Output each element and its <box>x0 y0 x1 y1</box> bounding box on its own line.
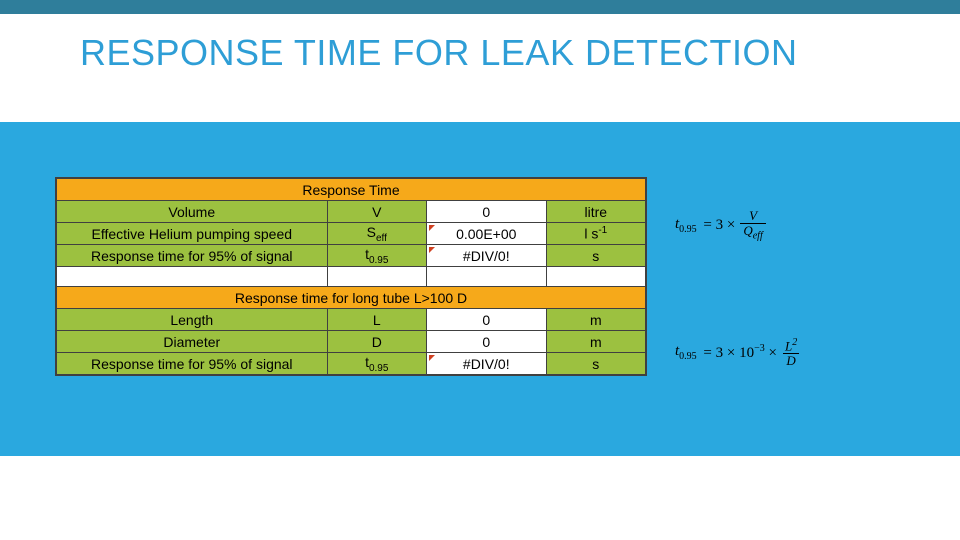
numerator: L2 <box>782 338 800 353</box>
cell-label: Diameter <box>57 331 328 353</box>
table-row: Response time for 95% of signal t0.95 #D… <box>57 245 646 267</box>
cell-unit: l s-1 <box>546 223 645 245</box>
cell-label: Response time for 95% of signal <box>57 353 328 375</box>
error-tick-icon <box>429 225 435 231</box>
cell-symbol: Seff <box>327 223 426 245</box>
table-row: Effective Helium pumping speed Seff 0.00… <box>57 223 646 245</box>
spacer-row <box>57 267 646 287</box>
formulas-column: t0.95 = 3 × V Qeff t0.95 = 3 × 10−3 × L2… <box>675 177 802 367</box>
cell-label: Effective Helium pumping speed <box>57 223 328 245</box>
denominator: D <box>783 353 798 368</box>
fraction: V Qeff <box>740 209 765 242</box>
table1-header-row: Response Time <box>57 179 646 201</box>
header: RESPONSE TIME FOR LEAK DETECTION <box>0 14 960 122</box>
formula-lhs: t0.95 <box>675 343 697 362</box>
cell-value: 0.00E+00 <box>426 223 546 245</box>
cell-value: #DIV/0! <box>426 245 546 267</box>
table1-header: Response Time <box>57 179 646 201</box>
cell-value: 0 <box>426 309 546 331</box>
table-row: Response time for 95% of signal t0.95 #D… <box>57 353 646 375</box>
table2-header-row: Response time for long tube L>100 D <box>57 287 646 309</box>
table2-header: Response time for long tube L>100 D <box>57 287 646 309</box>
tables-container: Response Time Volume V 0 litre Effective… <box>55 177 647 376</box>
cell-label: Response time for 95% of signal <box>57 245 328 267</box>
error-tick-icon <box>429 247 435 253</box>
cell-value: 0 <box>426 331 546 353</box>
cell-symbol: D <box>327 331 426 353</box>
cell-unit: m <box>546 331 645 353</box>
cell-label: Volume <box>57 201 328 223</box>
denominator: Qeff <box>740 223 765 242</box>
cell-symbol: t0.95 <box>327 245 426 267</box>
table-row: Diameter D 0 m <box>57 331 646 353</box>
cell-label: Length <box>57 309 328 331</box>
cell-unit: s <box>546 245 645 267</box>
error-tick-icon <box>429 355 435 361</box>
formula-eq: = 3 × 10−3 × <box>700 343 777 362</box>
cell-symbol: V <box>327 201 426 223</box>
cell-unit: litre <box>546 201 645 223</box>
page-title: RESPONSE TIME FOR LEAK DETECTION <box>80 32 960 74</box>
formula-1: t0.95 = 3 × V Qeff <box>675 209 802 242</box>
cell-unit: s <box>546 353 645 375</box>
response-time-table: Response Time Volume V 0 litre Effective… <box>56 178 646 375</box>
fraction: L2 D <box>782 338 800 368</box>
cell-symbol: t0.95 <box>327 353 426 375</box>
cell-unit: m <box>546 309 645 331</box>
formula-2: t0.95 = 3 × 10−3 × L2 D <box>675 338 802 368</box>
table-row: Volume V 0 litre <box>57 201 646 223</box>
cell-value: 0 <box>426 201 546 223</box>
cell-value: #DIV/0! <box>426 353 546 375</box>
formula-eq: = 3 × <box>700 217 736 234</box>
content-block: Response Time Volume V 0 litre Effective… <box>0 122 960 456</box>
top-accent-bar <box>0 0 960 14</box>
numerator: V <box>746 209 760 223</box>
table-row: Length L 0 m <box>57 309 646 331</box>
cell-symbol: L <box>327 309 426 331</box>
formula-lhs: t0.95 <box>675 216 697 235</box>
